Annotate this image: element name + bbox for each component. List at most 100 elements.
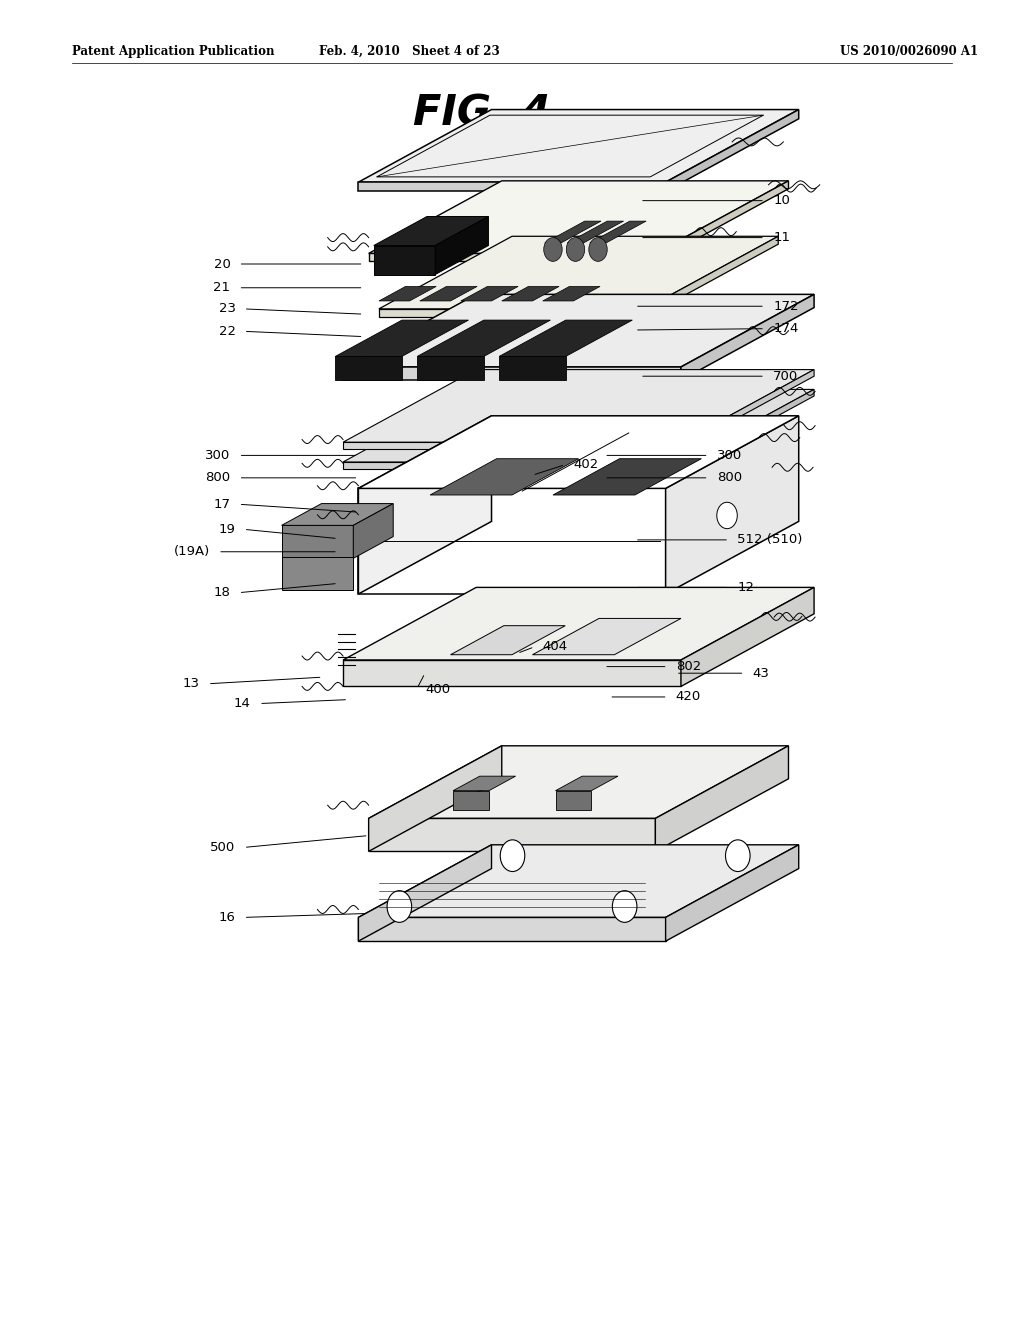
Polygon shape <box>282 504 393 525</box>
Circle shape <box>566 238 585 261</box>
Polygon shape <box>343 370 814 442</box>
Polygon shape <box>500 356 565 380</box>
Text: 20: 20 <box>214 257 230 271</box>
Polygon shape <box>343 660 681 686</box>
Polygon shape <box>418 356 484 380</box>
Polygon shape <box>369 181 788 253</box>
Text: 700: 700 <box>773 370 799 383</box>
Polygon shape <box>655 746 788 851</box>
Polygon shape <box>666 110 799 191</box>
Text: 800: 800 <box>717 471 742 484</box>
Text: 402: 402 <box>573 458 599 471</box>
Text: 500: 500 <box>210 841 236 854</box>
Polygon shape <box>343 462 681 469</box>
Text: Patent Application Publication: Patent Application Publication <box>72 45 274 58</box>
Polygon shape <box>343 294 814 367</box>
Text: 16: 16 <box>219 911 236 924</box>
Polygon shape <box>358 182 666 191</box>
Polygon shape <box>590 220 646 243</box>
Polygon shape <box>466 428 699 471</box>
Polygon shape <box>430 459 579 495</box>
Text: 300: 300 <box>205 449 230 462</box>
Polygon shape <box>358 845 799 917</box>
Polygon shape <box>343 587 814 660</box>
Polygon shape <box>532 618 681 655</box>
Text: 420: 420 <box>676 690 701 704</box>
Polygon shape <box>666 416 799 594</box>
Text: (19A): (19A) <box>174 545 210 558</box>
Polygon shape <box>681 370 814 449</box>
Text: 300: 300 <box>717 449 742 462</box>
Text: 14: 14 <box>234 697 251 710</box>
Polygon shape <box>420 286 477 301</box>
Polygon shape <box>358 917 666 941</box>
Text: US 2010/0026090 A1: US 2010/0026090 A1 <box>840 45 978 58</box>
Polygon shape <box>543 286 600 301</box>
Polygon shape <box>502 286 559 301</box>
Text: 172: 172 <box>773 300 799 313</box>
Polygon shape <box>556 791 592 810</box>
Polygon shape <box>369 818 655 851</box>
Polygon shape <box>369 746 788 818</box>
Text: 17: 17 <box>213 498 230 511</box>
Text: 404: 404 <box>543 640 568 653</box>
Polygon shape <box>435 216 488 275</box>
Polygon shape <box>336 321 468 356</box>
Polygon shape <box>282 525 353 558</box>
Polygon shape <box>655 181 788 261</box>
Polygon shape <box>353 504 393 558</box>
Text: 43: 43 <box>753 667 769 680</box>
Text: 400: 400 <box>425 682 451 696</box>
Circle shape <box>717 502 737 529</box>
Circle shape <box>589 238 607 261</box>
Polygon shape <box>379 236 778 309</box>
Text: 10: 10 <box>773 194 790 207</box>
Polygon shape <box>369 746 502 851</box>
Text: 11: 11 <box>773 231 791 244</box>
Text: 21: 21 <box>213 281 230 294</box>
Circle shape <box>387 891 412 923</box>
Polygon shape <box>336 356 401 380</box>
Circle shape <box>612 891 637 923</box>
Polygon shape <box>358 416 492 594</box>
Polygon shape <box>343 367 681 380</box>
Polygon shape <box>545 220 601 243</box>
Polygon shape <box>645 236 778 317</box>
Text: 174: 174 <box>773 322 799 335</box>
Polygon shape <box>553 459 701 495</box>
Polygon shape <box>358 845 492 941</box>
Polygon shape <box>556 776 618 791</box>
Text: 800: 800 <box>205 471 230 484</box>
Polygon shape <box>358 416 799 488</box>
Polygon shape <box>500 321 632 356</box>
Polygon shape <box>343 442 681 449</box>
Polygon shape <box>461 286 518 301</box>
Text: 12: 12 <box>737 581 755 594</box>
Circle shape <box>725 840 750 871</box>
Polygon shape <box>453 776 516 791</box>
Polygon shape <box>358 488 666 594</box>
Polygon shape <box>358 110 799 182</box>
Text: 13: 13 <box>182 677 200 690</box>
Text: 23: 23 <box>218 302 236 315</box>
Text: 18: 18 <box>214 586 230 599</box>
Polygon shape <box>451 626 565 655</box>
Polygon shape <box>567 220 624 243</box>
Polygon shape <box>681 294 814 380</box>
Circle shape <box>501 840 525 871</box>
Polygon shape <box>681 587 814 686</box>
Polygon shape <box>282 557 353 590</box>
Polygon shape <box>374 216 488 246</box>
Polygon shape <box>666 845 799 941</box>
Polygon shape <box>374 246 435 275</box>
Polygon shape <box>369 253 655 261</box>
Polygon shape <box>379 309 645 317</box>
Text: 512 (510): 512 (510) <box>737 533 803 546</box>
Polygon shape <box>681 389 814 469</box>
Polygon shape <box>453 791 489 810</box>
Polygon shape <box>418 321 551 356</box>
Polygon shape <box>379 286 436 301</box>
Text: Feb. 4, 2010   Sheet 4 of 23: Feb. 4, 2010 Sheet 4 of 23 <box>319 45 500 58</box>
Text: FIG. 4: FIG. 4 <box>413 92 550 135</box>
Text: 19: 19 <box>219 523 236 536</box>
